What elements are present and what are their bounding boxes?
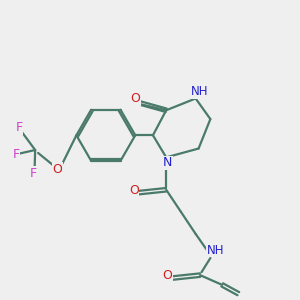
Text: F: F bbox=[15, 122, 22, 134]
Text: O: O bbox=[130, 92, 140, 105]
Text: F: F bbox=[13, 148, 20, 161]
Text: O: O bbox=[163, 269, 172, 282]
Text: O: O bbox=[129, 184, 139, 197]
Text: NH: NH bbox=[191, 85, 209, 98]
Text: O: O bbox=[52, 163, 62, 176]
Text: NH: NH bbox=[207, 244, 224, 256]
Text: N: N bbox=[163, 156, 172, 169]
Text: F: F bbox=[30, 167, 37, 180]
